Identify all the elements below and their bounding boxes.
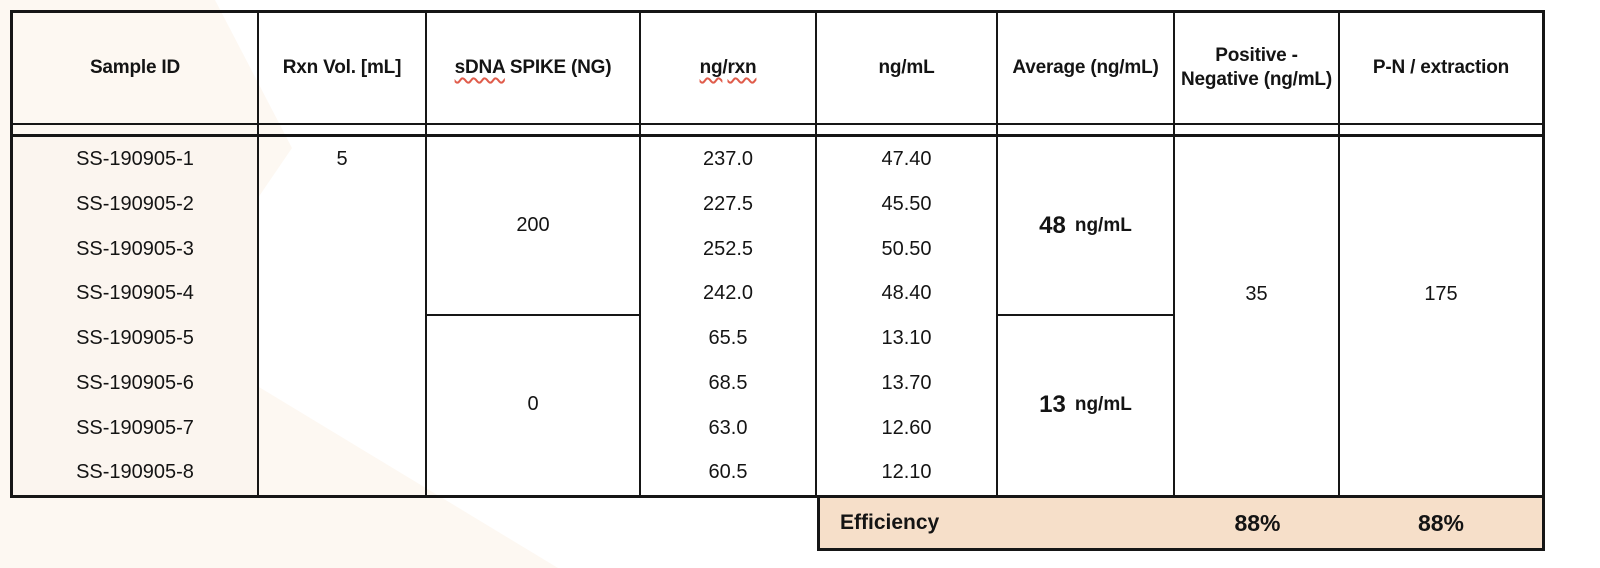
sample-id: SS-190905-4: [76, 282, 194, 305]
misspelled-word: rxn: [727, 57, 757, 78]
column-rxn-vol: 5: [259, 137, 427, 495]
header-ng-rxn-label: ng/rxn: [700, 56, 757, 80]
ng-rxn-value: 65.5: [708, 327, 748, 349]
table-body: SS-190905-1 SS-190905-2 SS-190905-3 SS-1…: [13, 137, 1542, 495]
ng-rxn-value: 242.0: [702, 282, 754, 305]
column-ng-ml: 47.40 45.50 50.50 48.40 13.10 13.70 12.6…: [817, 137, 998, 495]
table-header-row: Sample ID Rxn Vol. [mL] sDNA SPIKE (NG) …: [13, 13, 1542, 125]
sample-id: SS-190905-7: [76, 416, 194, 439]
sample-id: SS-190905-2: [76, 192, 194, 215]
column-pn-extraction: 175: [1340, 137, 1542, 495]
ng-ml-value: 13.70: [881, 371, 932, 394]
header-sdna-spike-label: sDNA SPIKE (NG): [455, 56, 612, 80]
column-average: 48 ng/mL 13 ng/mL: [998, 137, 1175, 495]
ng-rxn-value: 237.0: [702, 148, 754, 170]
header-sdna-spike: sDNA SPIKE (NG): [427, 13, 641, 123]
column-sample-id: SS-190905-1 SS-190905-2 SS-190905-3 SS-1…: [13, 137, 259, 495]
header-ng-ml: ng/mL: [817, 13, 998, 123]
ng-ml-value: 45.50: [881, 192, 932, 215]
ng-ml-value: 48.40: [881, 282, 932, 305]
efficiency-label: Efficiency: [840, 511, 940, 534]
sample-id: SS-190905-3: [76, 237, 194, 260]
column-sdna-spike: 200 0: [427, 137, 641, 495]
sample-id: SS-190905-8: [76, 461, 194, 484]
efficiency-row: Efficiency 88% 88%: [817, 495, 1545, 551]
average-high-value: 48: [1039, 211, 1066, 239]
column-positive-negative: 35: [1175, 137, 1340, 495]
ng-ml-value: 50.50: [881, 237, 932, 260]
spacer-cell: [817, 125, 998, 134]
efficiency-empty-cell: [998, 498, 1175, 548]
spacer-cell: [427, 125, 641, 134]
misspelled-word: sDNA: [454, 57, 505, 78]
slash: /: [722, 57, 728, 78]
header-ng-ml-label: ng/mL: [878, 57, 935, 78]
sample-id: SS-190905-5: [76, 327, 194, 349]
spacer-cell: [13, 125, 259, 134]
results-table: Sample ID Rxn Vol. [mL] sDNA SPIKE (NG) …: [10, 10, 1545, 498]
header-spacer-row: [13, 125, 1542, 137]
spacer-cell: [1340, 125, 1542, 134]
average-low-value: 13: [1039, 390, 1066, 418]
ng-rxn-value: 68.5: [708, 371, 748, 394]
ng-ml-value: 12.10: [881, 461, 932, 484]
cell-average-low: 13 ng/mL: [998, 316, 1173, 493]
header-average-label: Average (ng/mL): [1012, 57, 1159, 78]
efficiency-positive-negative: 88%: [1234, 509, 1281, 536]
ng-ml-value: 12.60: [881, 416, 932, 439]
misspelled-word: ng: [699, 57, 723, 78]
header-rxn-vol-label: Rxn Vol. [mL]: [282, 57, 402, 78]
spacer-cell: [1175, 125, 1340, 134]
ng-ml-value: 47.40: [881, 148, 932, 170]
header-sample-id-label: Sample ID: [89, 57, 181, 78]
sample-id: SS-190905-1: [76, 148, 194, 170]
header-ng-rxn: ng/rxn: [641, 13, 817, 123]
efficiency-pn-extraction: 88%: [1417, 509, 1465, 536]
spacer-cell: [641, 125, 817, 134]
ng-rxn-value: 60.5: [708, 461, 748, 484]
header-positive-negative-line2: Negative (ng/mL): [1181, 69, 1332, 90]
sample-id: SS-190905-6: [76, 371, 194, 394]
ng-rxn-value: 63.0: [708, 416, 748, 439]
header-pn-extraction-label: P-N / extraction: [1372, 57, 1510, 78]
header-sdna-spike-rest: SPIKE (NG): [504, 57, 612, 78]
header-pn-extraction: P-N / extraction: [1340, 13, 1542, 123]
ng-rxn-value: 227.5: [702, 192, 754, 215]
header-rxn-vol: Rxn Vol. [mL]: [259, 13, 427, 123]
cell-spike-200: 200: [427, 137, 639, 316]
spacer-cell: [259, 125, 427, 134]
ng-ml-value: 13.10: [881, 327, 932, 349]
spacer-cell: [998, 125, 1175, 134]
ng-rxn-value: 252.5: [702, 237, 754, 260]
average-high-unit: ng/mL: [1074, 214, 1132, 236]
cell-average-high: 48 ng/mL: [998, 137, 1173, 316]
header-positive-negative-line1: Positive -: [1215, 45, 1298, 66]
average-low-unit: ng/mL: [1074, 393, 1132, 415]
cell-rxn-vol: 5: [336, 148, 348, 170]
cell-pn-extraction: 175: [1424, 282, 1458, 305]
column-ng-rxn: 237.0 227.5 252.5 242.0 65.5 68.5 63.0 6…: [641, 137, 817, 495]
cell-spike-0: 0: [527, 393, 539, 415]
header-positive-negative: Positive - Negative (ng/mL): [1175, 13, 1340, 123]
header-average: Average (ng/mL): [998, 13, 1175, 123]
header-sample-id: Sample ID: [13, 13, 259, 123]
cell-positive-negative: 35: [1245, 282, 1268, 305]
